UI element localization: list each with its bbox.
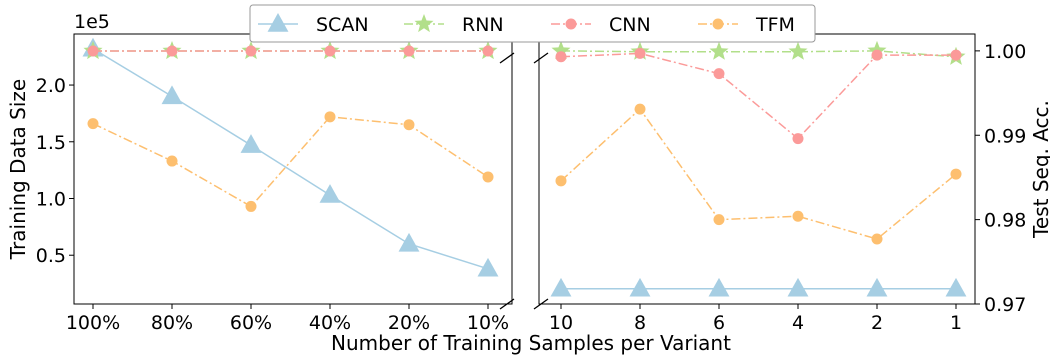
y-tick-label: 1.5	[36, 132, 66, 154]
data-point-cnn	[634, 47, 646, 59]
right-y-axis-label: Test Seq. Acc.	[1029, 100, 1050, 239]
data-point-scan	[866, 277, 888, 297]
right-y-ticks: 0.97 0.98 0.99 1.00	[975, 41, 1026, 316]
right-x-ticks: 10 8 6 4 2 1	[549, 304, 962, 334]
left-y-axis-label: Training Data Size	[6, 79, 30, 260]
y-tick-label: 0.98	[984, 210, 1026, 232]
data-point-cnn	[792, 133, 804, 145]
left-panel: 0.5 1.0 1.5 2.0 100% 80% 60% 40% 20% 10% 1e5 Tra…	[6, 11, 513, 334]
data-point-scan	[161, 85, 183, 105]
x-tick-label: 60%	[230, 312, 272, 334]
data-point-cnn	[324, 45, 336, 57]
data-point-cnn	[166, 45, 178, 57]
x-tick-label: 8	[634, 312, 646, 334]
data-point-tfm	[950, 168, 962, 180]
y-tick-label: 0.99	[984, 125, 1026, 147]
x-tick-label: 6	[713, 312, 725, 334]
legend-entries: SCAN RNN CNN TFM	[258, 13, 795, 36]
y-tick-label: 1.0	[36, 188, 66, 210]
x-tick-label: 100%	[66, 312, 120, 334]
right-axes-frame	[538, 33, 976, 305]
data-point-scan	[787, 277, 809, 297]
x-tick-label: 4	[792, 312, 804, 334]
break-mark	[533, 298, 549, 310]
data-point-scan	[319, 184, 341, 203]
data-point-scan	[477, 257, 499, 277]
data-point-rnn	[709, 41, 729, 60]
data-point-cnn	[87, 45, 99, 57]
data-point-tfm	[482, 171, 494, 183]
series-line-cnn	[560, 52, 956, 140]
right-panel: 0.97 0.98 0.99 1.00 10 8 6 4 2 1 Test Seq. Acc.	[538, 33, 1050, 334]
data-point-scan	[708, 277, 730, 297]
data-point-cnn	[950, 49, 962, 61]
break-mark	[499, 52, 515, 64]
series-line-tfm	[560, 107, 957, 240]
legend: SCAN RNN CNN TFM	[249, 4, 816, 43]
data-point-tfm	[792, 210, 804, 222]
legend-label-cnn: CNN	[609, 14, 651, 36]
data-point-scan	[240, 134, 262, 153]
data-point-tfm	[634, 103, 646, 115]
break-mark	[499, 298, 515, 310]
data-point-rnn	[551, 40, 571, 59]
data-point-tfm	[403, 119, 415, 131]
left-x-ticks: 100% 80% 60% 40% 20% 10%	[66, 304, 509, 334]
legend-marker-tfm	[712, 18, 724, 30]
legend-label-scan: SCAN	[316, 14, 369, 36]
legend-label-tfm: TFM	[755, 14, 795, 36]
right-series	[550, 40, 967, 297]
x-tick-label: 10%	[467, 312, 509, 334]
x-tick-label: 2	[871, 312, 883, 334]
data-point-tfm	[871, 233, 883, 245]
data-point-scan	[945, 277, 967, 297]
y-multiplier: 1e5	[74, 11, 110, 33]
x-axis-label: Number of Training Samples per Variant	[331, 331, 731, 355]
x-tick-label: 10	[549, 312, 573, 334]
data-point-tfm	[555, 175, 567, 187]
data-point-cnn	[482, 45, 494, 57]
left-series	[82, 37, 499, 277]
data-point-cnn	[555, 51, 567, 63]
data-point-cnn	[245, 45, 257, 57]
series-line-scan	[92, 48, 489, 270]
data-point-tfm	[166, 155, 178, 167]
legend-marker-rnn	[414, 14, 434, 33]
break-mark	[533, 52, 549, 64]
x-tick-label: 80%	[151, 312, 193, 334]
y-tick-label: 0.5	[36, 245, 66, 267]
data-point-cnn	[871, 49, 883, 61]
data-point-tfm	[713, 214, 725, 226]
y-tick-label: 2.0	[36, 75, 66, 97]
data-point-tfm	[324, 111, 336, 123]
data-point-cnn	[713, 68, 725, 80]
series-line-tfm	[92, 116, 489, 208]
x-tick-label: 40%	[309, 312, 351, 334]
series-line-rnn	[560, 50, 957, 58]
legend-marker-scan	[267, 13, 289, 32]
legend-box	[249, 4, 816, 43]
x-tick-label: 20%	[388, 312, 430, 334]
data-point-tfm	[245, 200, 257, 212]
data-point-rnn	[788, 41, 808, 60]
data-point-cnn	[403, 45, 415, 57]
left-y-ticks: 0.5 1.0 1.5 2.0	[36, 75, 74, 267]
y-tick-label: 0.97	[984, 294, 1026, 316]
data-point-tfm	[87, 118, 99, 130]
legend-marker-cnn	[565, 18, 577, 30]
left-axes-frame	[73, 33, 513, 305]
y-tick-label: 1.00	[984, 41, 1026, 63]
legend-label-rnn: RNN	[462, 14, 504, 36]
axis-break-marks	[499, 52, 549, 310]
x-tick-label: 1	[950, 312, 962, 334]
data-point-scan	[629, 277, 651, 297]
data-point-scan	[398, 232, 420, 252]
data-point-scan	[550, 277, 572, 297]
